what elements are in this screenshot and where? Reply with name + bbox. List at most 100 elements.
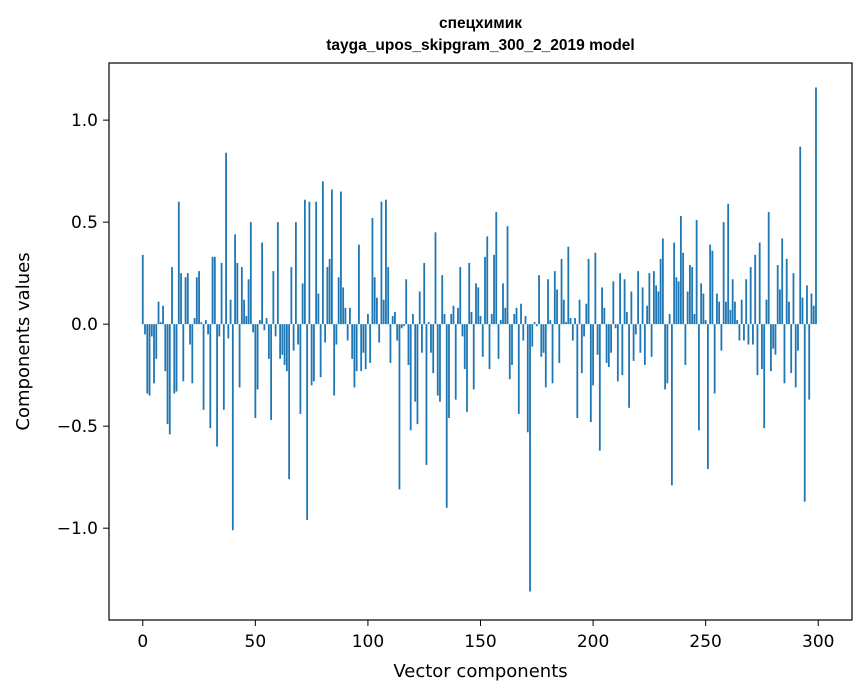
bar [632,324,635,361]
bar [254,324,257,419]
bar [193,318,196,325]
bar [382,299,385,325]
bar [508,324,511,380]
bar [245,316,248,325]
bar [758,242,761,325]
bar [605,324,608,363]
y-tick-label: −1.0 [57,519,98,539]
bar [684,324,687,365]
bar [405,279,408,325]
bar [531,324,534,347]
bar [308,201,311,325]
bar [315,201,318,325]
bar [754,254,757,325]
bar [234,234,236,325]
bar [623,279,626,325]
bar [362,324,365,353]
bar [403,324,405,327]
bar [209,324,212,429]
bar [641,287,644,325]
y-tick-label: 0.0 [71,315,98,335]
bar [745,279,748,325]
bar [150,324,153,337]
bar [216,324,218,447]
bar [141,254,144,325]
bar [448,324,450,419]
bar [191,324,194,384]
bar [688,264,691,325]
bar [664,324,667,390]
bar [565,322,567,325]
bar [763,324,766,429]
bar [547,279,549,325]
bar [752,324,754,345]
bar [288,324,291,480]
x-axis-ticks: 0 50 100 150 200 250 300 [137,620,834,652]
bar [520,303,522,325]
bar [747,324,750,345]
bar [612,281,615,325]
bar [457,307,459,325]
bar [718,301,721,325]
bar [265,318,268,325]
bar [409,324,412,431]
x-axis-label: Vector components [393,661,567,682]
bar [743,324,745,341]
bar [182,324,185,382]
bar [466,324,468,412]
bar [351,324,354,359]
bar [430,324,432,353]
bar [567,246,570,325]
bar [698,324,700,431]
bar [556,289,558,325]
bar [164,324,167,372]
bar [344,307,347,325]
bar [463,324,466,370]
bar [211,256,214,325]
bar [772,324,775,349]
x-tick-label: 200 [577,632,609,652]
bar [367,313,369,325]
bar [815,87,817,325]
bar [195,277,198,325]
x-tick-label: 50 [245,632,267,652]
bar [535,324,538,327]
bar [610,324,612,353]
bar [461,324,464,337]
bar [180,273,182,325]
bar [797,324,799,351]
bar [574,318,576,325]
bar [279,324,282,359]
chart-title: спецхимик [439,15,522,32]
plot-frame [108,62,853,621]
bar [576,324,579,419]
bar [625,311,628,325]
bar [655,285,658,325]
bar [441,275,444,325]
bar [256,324,259,390]
bar [806,285,808,325]
bar [166,324,169,425]
bar [184,277,187,325]
bar [252,324,254,333]
bar [637,271,640,325]
y-tick-label: −0.5 [57,417,98,437]
bar [486,236,489,325]
bar [450,313,453,325]
bar [355,324,358,372]
bar [439,324,441,402]
bar [427,322,430,325]
bar [207,324,209,335]
bar [186,273,189,325]
bar [799,146,802,325]
bar [398,324,401,490]
bar [621,324,624,376]
bar [358,244,360,325]
bar [517,324,520,414]
bar [560,258,563,325]
bar [738,324,741,341]
bar [229,299,232,325]
bar [159,322,162,325]
bar [270,324,273,421]
bar [603,307,606,325]
